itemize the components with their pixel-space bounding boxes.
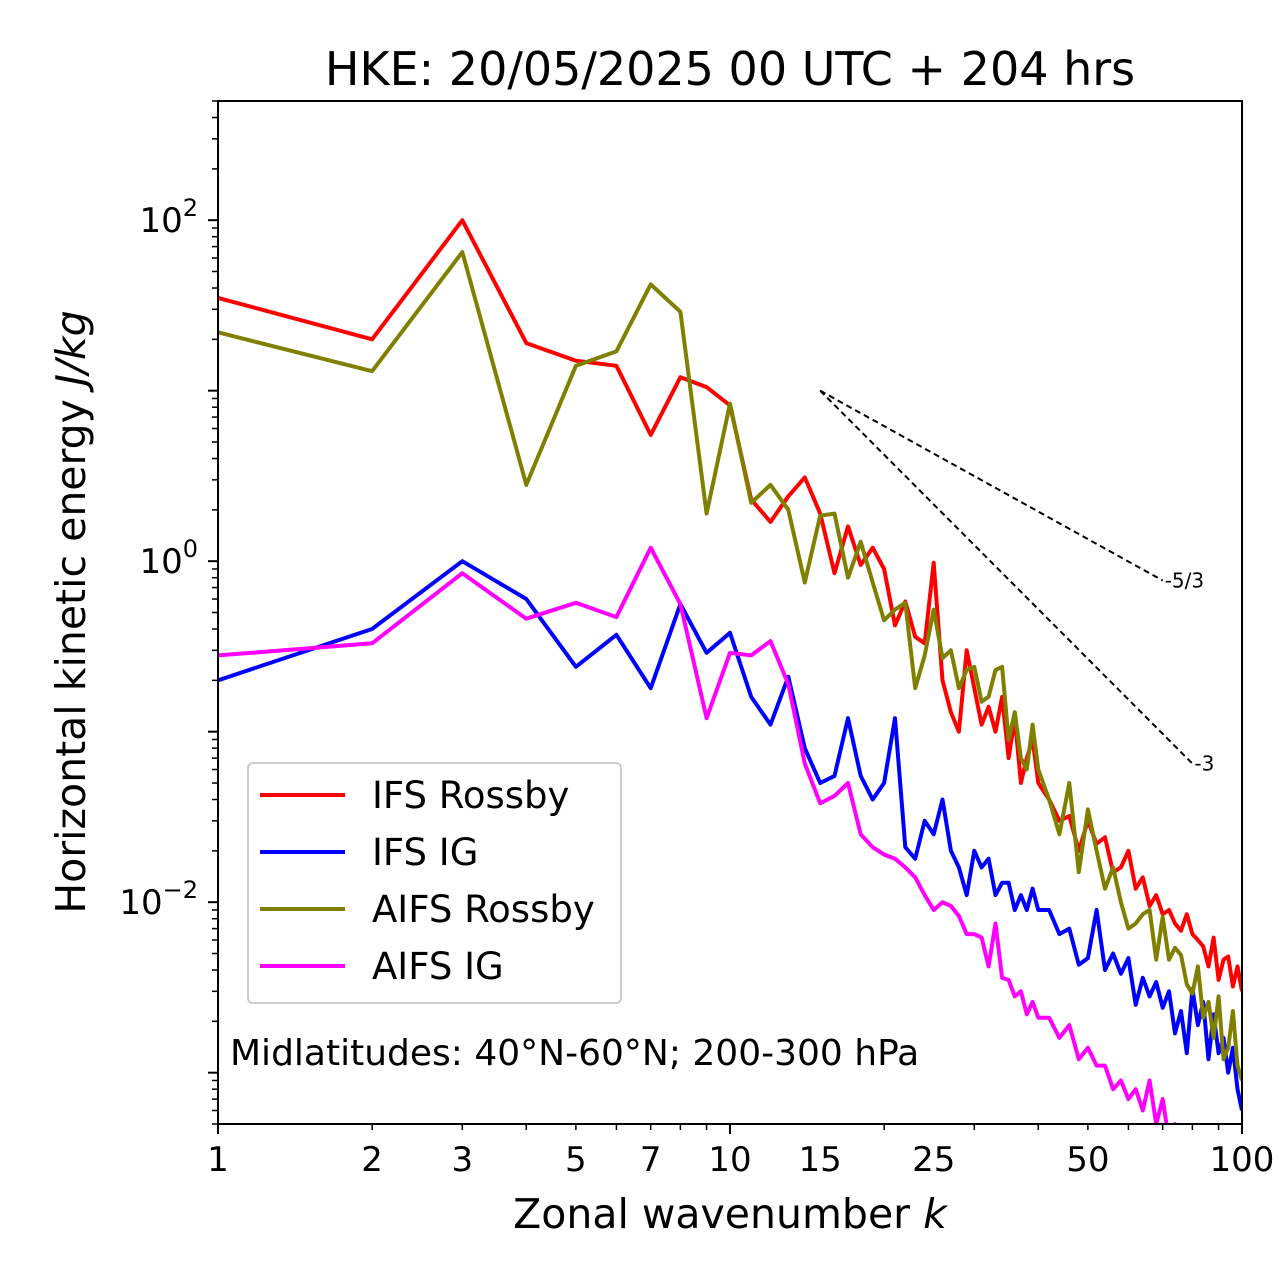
reference-slope-layer: -5/3 -3 — [819, 389, 1214, 776]
legend-label-aifs-rossby: AIFS Rossby — [372, 888, 595, 931]
reference-slope-line — [819, 389, 1164, 582]
series-line-aifs-rossby — [218, 250, 1242, 1082]
chart-title: HKE: 20/05/2025 00 UTC + 204 hrs — [325, 42, 1135, 96]
x-tick-label: 3 — [451, 1140, 473, 1180]
legend-entries: IFS Rossby IFS IG AIFS Rossby AIFS IG — [260, 774, 595, 988]
x-tick-label: 10 — [708, 1140, 751, 1180]
x-tick-label: 2 — [361, 1140, 383, 1180]
legend: IFS Rossby IFS IG AIFS Rossby AIFS IG — [247, 762, 622, 1004]
y-axis-ticks: 102 100 10−2 — [119, 100, 218, 1125]
y-tick-label: 10−2 — [119, 876, 198, 923]
series-layer — [218, 218, 1242, 1124]
x-tick-label: 5 — [565, 1140, 587, 1180]
series-line-ifs-rossby — [218, 218, 1242, 992]
x-tick-label: 7 — [640, 1140, 662, 1180]
reference-slope-line — [819, 389, 1194, 765]
x-axis-ticks: 1 2 3 5 7 10 15 25 50 100 — [207, 1124, 1274, 1180]
y-tick-label: 100 — [139, 535, 198, 582]
x-tick-label: 100 — [1210, 1140, 1275, 1180]
region-annotation: Midlatitudes: 40°N-60°N; 200-300 hPa — [230, 1033, 919, 1074]
y-axis-label-text: Horizontal kinetic energy — [47, 399, 95, 914]
x-tick-label: 1 — [207, 1140, 229, 1180]
x-tick-label: 25 — [912, 1140, 955, 1180]
x-tick-label: 50 — [1066, 1140, 1109, 1180]
x-axis-label: Zonal wavenumber k — [513, 1190, 949, 1238]
legend-label-aifs-ig: AIFS IG — [372, 945, 504, 988]
series-line-aifs-ig — [218, 545, 1178, 1124]
x-tick-label: 15 — [799, 1140, 842, 1180]
x-axis-label-symbol: k — [923, 1190, 949, 1238]
reference-slope-label: -3 — [1194, 752, 1214, 776]
y-axis-label-units: J/kg — [47, 310, 95, 393]
y-axis-label: Horizontal kinetic energy J/kg — [47, 310, 95, 913]
series-line-ifs-ig — [218, 559, 1242, 1111]
x-axis-label-text: Zonal wavenumber — [513, 1190, 910, 1238]
y-tick-label: 102 — [139, 194, 198, 241]
legend-label-ifs-ig: IFS IG — [372, 831, 478, 874]
legend-frame — [247, 762, 622, 1004]
legend-label-ifs-rossby: IFS Rossby — [372, 774, 569, 817]
reference-slope-label: -5/3 — [1165, 569, 1204, 593]
